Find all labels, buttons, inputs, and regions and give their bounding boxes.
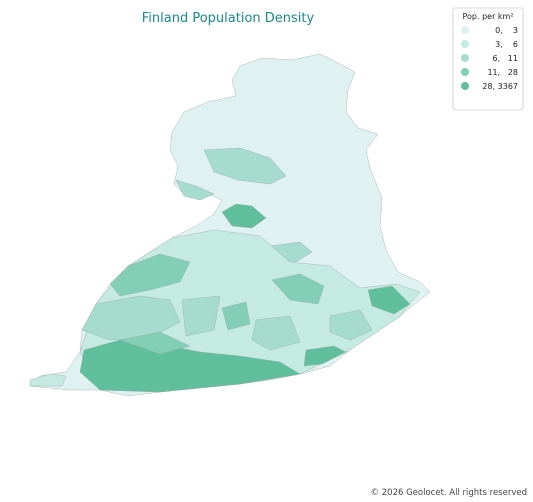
legend-box [452,7,524,111]
legend-swatch [461,26,469,34]
legend-label: 11, 28 [487,68,518,77]
legend-label: 3, 6 [495,40,518,49]
region [367,285,411,315]
legend-swatch [461,82,469,90]
legend-title: Pop. per km² [462,12,513,21]
region [119,331,191,355]
region [203,147,287,185]
region [29,373,67,387]
region [271,273,325,305]
legend-label: 6, 11 [493,54,518,63]
region [175,179,215,201]
region [109,253,191,297]
region [303,345,347,367]
legend-label: 28, 3367 [482,82,518,91]
region [81,295,181,341]
map [29,53,431,397]
region [251,315,301,351]
legend-swatch [461,68,469,76]
copyright: © 2026 Geolocet. All rights reserved [371,488,527,498]
legend-swatch [461,40,469,48]
region [221,203,267,229]
legend-swatch [461,54,469,62]
map-title: Finland Population Density [142,11,315,26]
region [221,301,251,331]
legend-entries: 0, 3 3, 6 6, 11 11, 28 28, 3367 [461,26,518,91]
region [329,309,373,341]
legend: Pop. per km² 0, 3 3, 6 6, 11 11, 28 28, 3367 [452,7,524,111]
region [181,295,221,337]
legend-label: 0, 3 [495,26,518,35]
